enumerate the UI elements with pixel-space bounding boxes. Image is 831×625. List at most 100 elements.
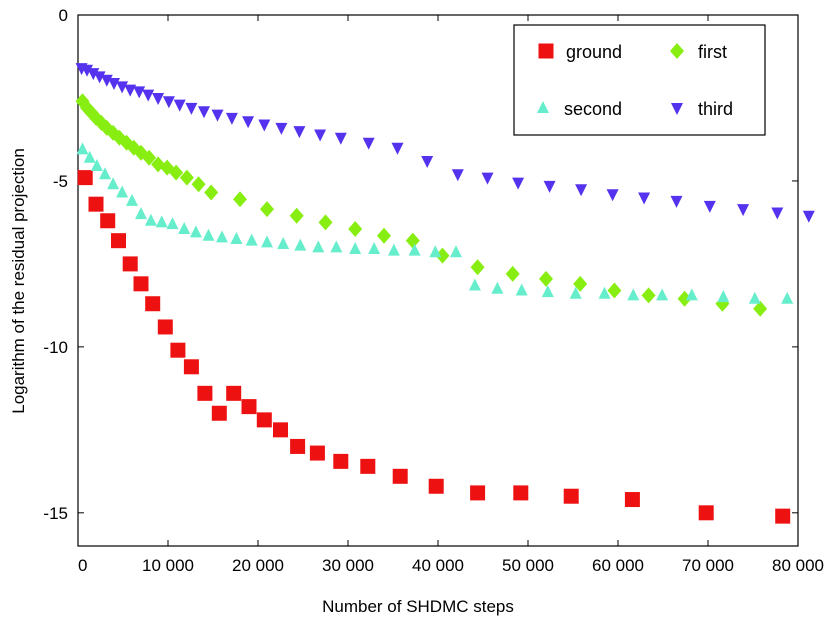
data-point-ground <box>123 256 138 271</box>
legend-label-first: first <box>698 42 727 62</box>
data-point-second <box>230 232 242 244</box>
data-point-ground <box>78 170 93 185</box>
data-point-ground <box>273 422 288 437</box>
data-point-second <box>781 292 793 304</box>
x-tick-label: 10 000 <box>142 556 194 575</box>
x-tick-label: 20 000 <box>232 556 284 575</box>
data-point-first <box>192 176 206 192</box>
data-point-ground <box>89 197 104 212</box>
x-tick-label: 0 <box>78 556 87 575</box>
data-point-third <box>421 156 433 168</box>
data-point-second <box>388 244 400 256</box>
data-point-third <box>212 110 224 122</box>
data-point-third <box>163 96 175 108</box>
data-point-ground <box>242 399 257 414</box>
data-point-third <box>198 106 210 118</box>
data-point-third <box>512 178 524 190</box>
data-point-first <box>642 287 656 303</box>
data-point-ground <box>212 406 227 421</box>
legend-label-second: second <box>564 99 622 119</box>
data-point-second <box>516 283 528 295</box>
data-point-ground <box>170 343 185 358</box>
data-point-ground <box>197 386 212 401</box>
data-point-ground <box>145 296 160 311</box>
data-point-second <box>349 242 361 254</box>
data-point-second <box>294 239 306 251</box>
data-point-ground <box>100 213 115 228</box>
data-point-third <box>704 201 716 213</box>
data-point-ground <box>470 485 485 500</box>
data-point-second <box>749 292 761 304</box>
data-point-second <box>542 285 554 297</box>
data-point-third <box>174 100 186 112</box>
x-tick-label: 50 000 <box>502 556 554 575</box>
data-point-second <box>277 237 289 249</box>
data-point-third <box>638 193 650 205</box>
data-point-third <box>242 116 254 128</box>
x-tick-label: 40 000 <box>412 556 464 575</box>
legend-marker-ground <box>539 44 554 59</box>
data-point-third <box>133 86 145 98</box>
data-point-second <box>246 234 258 246</box>
data-point-first <box>204 185 218 201</box>
data-point-third <box>771 207 783 219</box>
data-point-first <box>406 233 420 249</box>
data-point-second <box>312 240 324 252</box>
data-point-first <box>319 214 333 230</box>
legend-label-ground: ground <box>566 42 622 62</box>
x-axis-title: Number of SHDMC steps <box>322 597 514 616</box>
data-point-second <box>135 207 147 219</box>
data-point-third <box>452 169 464 181</box>
data-point-ground <box>513 485 528 500</box>
data-point-ground <box>393 469 408 484</box>
data-point-third <box>737 204 749 216</box>
data-point-ground <box>111 233 126 248</box>
data-point-second <box>216 230 228 242</box>
data-point-second <box>330 240 342 252</box>
data-point-ground <box>158 319 173 334</box>
data-point-first <box>348 221 362 237</box>
data-point-ground <box>226 386 241 401</box>
data-point-second <box>178 222 190 234</box>
x-tick-label: 80 000 <box>772 556 824 575</box>
chart: 0 10 000 20 000 30 000 40 000 50 000 60 000 70 … <box>0 0 831 620</box>
data-point-ground <box>564 489 579 504</box>
data-point-first <box>260 201 274 217</box>
y-axis-title: Logarithm of the residual projection <box>9 148 28 414</box>
data-point-second <box>717 290 729 302</box>
data-point-ground <box>310 446 325 461</box>
data-point-third <box>226 113 238 125</box>
data-point-third <box>575 184 587 196</box>
y-tick-label: -10 <box>43 338 68 357</box>
y-tick-label: 0 <box>59 6 68 25</box>
data-point-third <box>544 181 556 193</box>
chart-svg: 0 10 000 20 000 30 000 40 000 50 000 60 000 70 … <box>0 0 831 620</box>
data-point-second <box>167 217 179 229</box>
y-tick-label: -15 <box>43 504 68 523</box>
data-point-ground <box>699 505 714 520</box>
data-point-first <box>539 271 553 287</box>
y-tick-label: -5 <box>53 172 68 191</box>
data-point-first <box>377 228 391 244</box>
data-point-first <box>233 191 247 207</box>
data-point-ground <box>134 276 149 291</box>
data-point-ground <box>625 492 640 507</box>
data-point-second <box>656 288 668 300</box>
data-point-third <box>607 189 619 201</box>
data-point-third <box>482 173 494 185</box>
data-point-second <box>450 245 462 257</box>
data-point-ground <box>333 454 348 469</box>
data-point-third <box>803 211 815 223</box>
data-point-first <box>607 282 621 298</box>
data-point-second <box>627 288 639 300</box>
data-point-second <box>469 278 481 290</box>
data-point-first <box>506 266 520 282</box>
data-point-second <box>261 235 273 247</box>
data-point-ground <box>257 412 272 427</box>
legend: ground first second third <box>514 25 765 135</box>
data-point-third <box>314 129 326 141</box>
data-point-second <box>368 242 380 254</box>
data-point-third <box>335 133 347 145</box>
data-point-ground <box>290 439 305 454</box>
data-point-third <box>363 138 375 150</box>
